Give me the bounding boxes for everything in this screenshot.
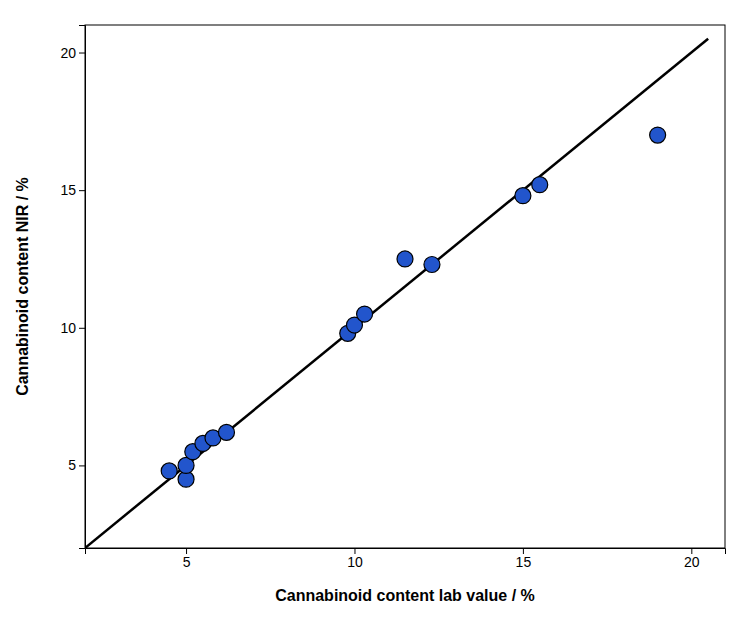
point: [424, 256, 440, 272]
marks: [85, 39, 708, 548]
y-tick: 10: [60, 320, 85, 336]
point: [515, 188, 531, 204]
y-tick-label: 5: [68, 457, 76, 473]
x-axis-title: Cannabinoid content lab value / %: [275, 587, 535, 604]
point: [357, 306, 373, 322]
line: [85, 39, 708, 548]
chart: 5 10 15 20 5 10 15 20 Cannabinoid content lab va…: [0, 0, 750, 623]
y-tick-mark: [79, 328, 85, 329]
y-tick: 20: [60, 45, 85, 61]
x-tick: 10: [347, 548, 363, 570]
x-tick-label: 10: [347, 554, 363, 570]
point: [218, 424, 234, 440]
x-axis-line: [86, 549, 726, 555]
x-tick-label: 5: [183, 554, 191, 570]
y-tick-label: 10: [60, 320, 76, 336]
x-axis: 5 10 15 20: [86, 548, 726, 570]
x-tick-label: 20: [684, 554, 700, 570]
point: [650, 127, 666, 143]
x-tick: 5: [183, 548, 191, 570]
point: [161, 463, 177, 479]
points: [161, 127, 665, 487]
plot-frame: [85, 25, 725, 548]
y-tick-label: 15: [60, 182, 76, 198]
y-tick-mark: [79, 190, 85, 191]
y-axis-line: [79, 26, 86, 549]
x-tick: 20: [684, 548, 700, 570]
point: [397, 251, 413, 267]
y-axis-title: Cannabinoid content NIR / %: [14, 177, 31, 396]
y-tick: 5: [68, 457, 85, 473]
x-tick: 15: [516, 548, 532, 570]
y-tick-mark: [79, 465, 85, 466]
y-tick-label: 20: [60, 45, 76, 61]
x-tick-label: 15: [516, 554, 532, 570]
point: [532, 177, 548, 193]
y-tick: 15: [60, 182, 85, 198]
y-tick-mark: [79, 53, 85, 54]
plot: 5 10 15 20 5 10 15 20: [60, 25, 725, 570]
y-axis: 5 10 15 20: [60, 26, 85, 549]
